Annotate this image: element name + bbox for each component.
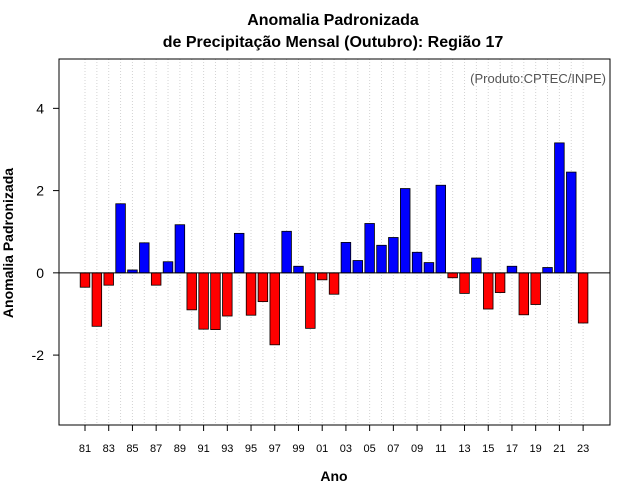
x-tick-label-91: 91 bbox=[197, 443, 209, 455]
bar-06 bbox=[376, 244, 387, 274]
bar-92 bbox=[210, 272, 221, 330]
y-tick-label-4: 4 bbox=[36, 100, 44, 116]
x-tick-label-83: 83 bbox=[103, 443, 115, 455]
bar-01 bbox=[316, 272, 328, 281]
x-tick-label-05: 05 bbox=[364, 443, 376, 455]
bar-99 bbox=[293, 265, 304, 274]
bar-12 bbox=[447, 272, 458, 279]
bar-87 bbox=[150, 272, 162, 286]
plot-frame bbox=[58, 58, 611, 426]
x-tick-label-07: 07 bbox=[387, 443, 399, 455]
bar-89 bbox=[174, 224, 186, 274]
bars bbox=[79, 142, 589, 346]
credit-label: (Produto:CPTEC/INPE) bbox=[470, 71, 606, 86]
bar-93 bbox=[222, 272, 233, 317]
bar-13 bbox=[459, 272, 470, 294]
x-tick-label-93: 93 bbox=[221, 443, 233, 455]
bar-02 bbox=[328, 272, 340, 295]
x-tick-label-23: 23 bbox=[577, 443, 589, 455]
bar-90 bbox=[186, 272, 197, 311]
y-tick-label-0: 0 bbox=[36, 265, 44, 281]
x-tick-label-21: 21 bbox=[553, 443, 565, 455]
bar-08 bbox=[400, 188, 411, 274]
bar-00 bbox=[305, 272, 316, 329]
y-axis: -2 0 2 4 bbox=[32, 100, 59, 363]
y-tick-label-2: 2 bbox=[36, 183, 44, 199]
x-tick-label-87: 87 bbox=[150, 443, 162, 455]
bar-84 bbox=[115, 203, 126, 274]
x-tick-label-85: 85 bbox=[126, 443, 138, 455]
bar-86 bbox=[139, 242, 150, 274]
bar-16 bbox=[494, 272, 506, 293]
x-tick-label-99: 99 bbox=[292, 443, 304, 455]
bar-18 bbox=[518, 272, 530, 316]
bar-82 bbox=[91, 272, 103, 327]
x-tick-label-11: 11 bbox=[435, 443, 446, 455]
x-axis: 81 83 85 87 89 91 93 95 97 99 01 03 05 07 09 11 13 15 17 19… bbox=[79, 425, 589, 455]
chart-title: Anomalia Padronizada bbox=[247, 12, 419, 29]
x-tick-label-15: 15 bbox=[482, 443, 494, 455]
bar-03 bbox=[340, 242, 352, 274]
x-tick-label-03: 03 bbox=[340, 443, 352, 455]
bar-98 bbox=[281, 230, 292, 274]
x-tick-label-81: 81 bbox=[79, 443, 91, 455]
bar-22 bbox=[566, 171, 577, 274]
x-tick-label-09: 09 bbox=[411, 443, 423, 455]
bar-96 bbox=[257, 272, 269, 303]
x-tick-label-97: 97 bbox=[269, 443, 281, 455]
x-tick-label-89: 89 bbox=[174, 443, 186, 455]
bar-17 bbox=[506, 265, 518, 274]
bar-83 bbox=[103, 272, 114, 286]
bar-07 bbox=[388, 237, 399, 274]
chart-subtitle: de Precipitação Mensal (Outubro): Região… bbox=[163, 34, 504, 51]
x-tick-label-01: 01 bbox=[316, 443, 328, 455]
y-tick-label--2: -2 bbox=[32, 347, 45, 363]
bar-95 bbox=[245, 272, 257, 316]
x-tick-label-13: 13 bbox=[458, 443, 470, 455]
bar-05 bbox=[364, 223, 375, 274]
y-axis-title: Anomalia Padronizada bbox=[0, 168, 16, 318]
grid-layer bbox=[84, 59, 584, 425]
bar-97 bbox=[269, 272, 280, 346]
x-axis-title: Ano bbox=[320, 468, 347, 484]
bar-19 bbox=[530, 272, 541, 305]
bar-10 bbox=[423, 262, 435, 274]
bar-88 bbox=[162, 261, 174, 274]
bar-15 bbox=[483, 272, 494, 310]
bar-14 bbox=[471, 257, 482, 274]
bar-81 bbox=[79, 272, 91, 288]
x-tick-label-17: 17 bbox=[506, 443, 518, 455]
bar-23 bbox=[577, 272, 589, 324]
bar-04 bbox=[352, 260, 363, 274]
bar-11 bbox=[435, 184, 447, 274]
bar-09 bbox=[411, 251, 423, 274]
bar-91 bbox=[198, 272, 209, 330]
x-tick-label-19: 19 bbox=[530, 443, 542, 455]
bar-21 bbox=[554, 142, 565, 274]
x-tick-label-95: 95 bbox=[245, 443, 257, 455]
bar-94 bbox=[233, 232, 245, 274]
bar-20 bbox=[542, 267, 553, 274]
